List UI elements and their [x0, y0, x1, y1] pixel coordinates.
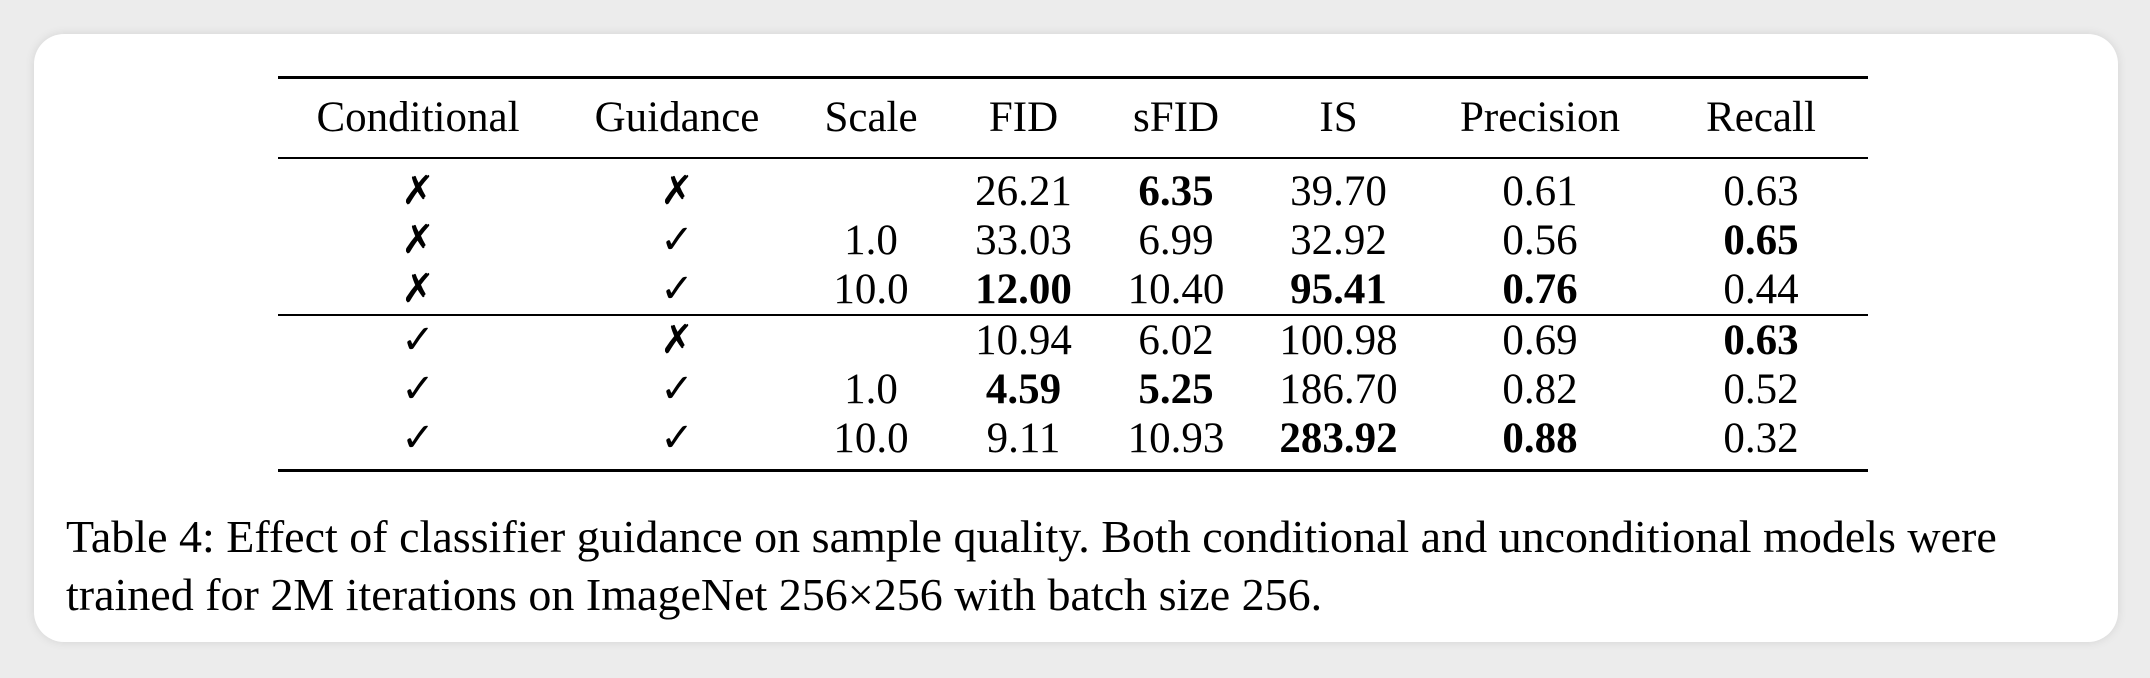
table-row: ✓ ✓ 10.0 9.11 10.93 283.92 0.88 0.32 [278, 414, 1868, 471]
cell-conditional: ✗ [401, 266, 435, 312]
cell-scale: 10.0 [833, 266, 909, 313]
cell-precision: 0.61 [1502, 168, 1578, 215]
cell-guidance: ✓ [660, 415, 694, 461]
cell-precision: 0.56 [1502, 217, 1578, 264]
cell-recall: 0.52 [1723, 366, 1799, 413]
table-row: ✗ ✗ 26.21 6.35 39.70 0.61 0.63 [278, 158, 1868, 216]
cell-conditional: ✓ [278, 314, 558, 365]
header-guidance: Guidance [594, 94, 760, 141]
cell-sfid: 6.35 [1138, 168, 1214, 215]
cell-scale [796, 314, 946, 365]
cell-guidance: ✗ [660, 168, 694, 214]
cell-is: 186.70 [1279, 366, 1398, 413]
cell-is: 95.41 [1290, 266, 1387, 313]
cell-is: 32.92 [1290, 217, 1387, 264]
conditional-group: ✓ ✗ 10.94 6.02 100.98 0.69 0.63 ✓ ✓ 1.0 4.59 5.25 18… [278, 314, 1868, 471]
cell-conditional: ✓ [401, 366, 435, 412]
cell-is: 283.92 [1279, 415, 1398, 462]
cell-recall: 0.63 [1723, 168, 1799, 215]
cell-sfid: 6.99 [1138, 217, 1214, 264]
results-table: Conditional Guidance Scale FID sFID IS P… [278, 76, 1868, 472]
cell-precision: 0.88 [1502, 415, 1578, 462]
header-fid: FID [988, 94, 1059, 141]
header-recall: Recall [1706, 94, 1816, 141]
header-scale: Scale [824, 94, 918, 141]
table-row: ✓ ✓ 1.0 4.59 5.25 186.70 0.82 0.52 [278, 365, 1868, 414]
cell-guidance: ✓ [660, 366, 694, 412]
cell-recall: 0.63 [1654, 314, 1868, 365]
header-row: Conditional Guidance Scale FID sFID IS P… [278, 78, 1868, 158]
cell-sfid: 6.02 [1101, 314, 1251, 365]
cell-is: 39.70 [1290, 168, 1387, 215]
cell-is: 100.98 [1251, 314, 1426, 365]
cell-fid: 9.11 [986, 415, 1061, 462]
cell-precision: 0.76 [1502, 266, 1578, 313]
cell-recall: 0.65 [1723, 217, 1799, 264]
cell-sfid: 5.25 [1138, 366, 1214, 413]
cell-recall: 0.44 [1723, 266, 1799, 313]
cell-conditional: ✗ [401, 168, 435, 214]
cell-guidance: ✗ [558, 314, 796, 365]
cell-scale [796, 158, 946, 216]
header-conditional: Conditional [316, 94, 520, 141]
cell-scale: 10.0 [833, 415, 909, 462]
header-precision: Precision [1459, 94, 1621, 141]
cell-precision: 0.82 [1502, 366, 1578, 413]
cell-precision: 0.69 [1426, 314, 1654, 365]
cell-fid: 26.21 [975, 168, 1072, 215]
cell-conditional: ✗ [401, 217, 435, 263]
cell-sfid: 10.93 [1127, 415, 1225, 462]
cell-guidance: ✓ [660, 266, 694, 312]
table-header: Conditional Guidance Scale FID sFID IS P… [278, 78, 1868, 158]
cell-scale: 1.0 [844, 217, 898, 264]
cell-recall: 0.32 [1723, 415, 1799, 462]
cell-fid: 4.59 [985, 366, 1062, 413]
header-sfid: sFID [1132, 94, 1220, 141]
results-table-wrapper: Conditional Guidance Scale FID sFID IS P… [278, 76, 1868, 472]
unconditional-group: ✗ ✗ 26.21 6.35 39.70 0.61 0.63 ✗ ✓ 1.0 33.03 6.99 32… [278, 158, 1868, 315]
cell-sfid: 10.40 [1127, 266, 1225, 313]
cell-fid: 33.03 [975, 217, 1072, 264]
table-caption: Table 4: Effect of classifier guidance o… [66, 511, 1997, 620]
table-row: ✓ ✗ 10.94 6.02 100.98 0.69 0.63 [278, 314, 1868, 365]
cell-fid: 12.00 [975, 266, 1072, 313]
cell-scale: 1.0 [844, 366, 898, 413]
cell-guidance: ✓ [660, 217, 694, 263]
figure-card: Conditional Guidance Scale FID sFID IS P… [34, 34, 2118, 642]
header-is: IS [1319, 94, 1358, 141]
cell-fid: 10.94 [946, 314, 1101, 365]
cell-conditional: ✓ [401, 415, 435, 461]
table-row: ✗ ✓ 1.0 33.03 6.99 32.92 0.56 0.65 [278, 216, 1868, 265]
table-row: ✗ ✓ 10.0 12.00 10.40 95.41 0.76 0.44 [278, 265, 1868, 315]
